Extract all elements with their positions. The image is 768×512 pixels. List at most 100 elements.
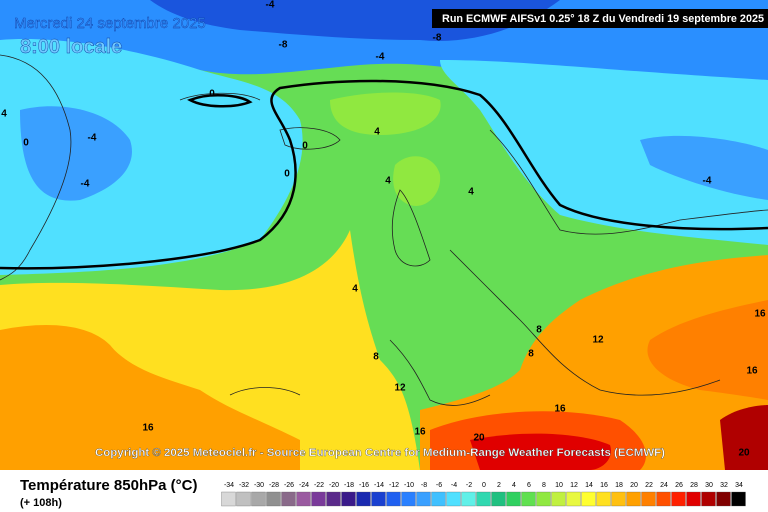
legend-label: 16 [600, 482, 608, 489]
legend-label: 32 [720, 482, 728, 489]
legend-swatch [596, 491, 611, 507]
legend-swatch [221, 491, 236, 507]
legend-label: 0 [482, 482, 486, 489]
legend-label: -18 [344, 482, 354, 489]
contour-label: -8 [279, 40, 288, 51]
forecast-date: Mercredi 24 septembre 2025 [14, 15, 206, 32]
legend-label: -32 [239, 482, 249, 489]
legend-label: 26 [675, 482, 683, 489]
contour-label: 0 [209, 89, 215, 100]
legend-swatch [341, 491, 356, 507]
legend-swatch [671, 491, 686, 507]
legend-swatch [716, 491, 731, 507]
contour-label: -4 [703, 176, 712, 187]
contour-label: 4 [385, 176, 391, 187]
footer-lead: (+ 108h) [20, 497, 62, 509]
legend-label: 34 [735, 482, 743, 489]
legend-swatch [356, 491, 371, 507]
legend-label: -16 [359, 482, 369, 489]
legend-label: 18 [615, 482, 623, 489]
legend-swatch [281, 491, 296, 507]
legend-label: 22 [645, 482, 653, 489]
contour-label: -4 [88, 133, 97, 144]
contour-label: 0 [302, 141, 308, 152]
legend-swatch [236, 491, 251, 507]
contour-label: -4 [81, 179, 90, 190]
legend-swatch [311, 491, 326, 507]
contour-label: 4 [374, 127, 380, 138]
legend-label: -4 [451, 482, 457, 489]
legend-swatch [626, 491, 641, 507]
contour-label: 0 [284, 169, 290, 180]
legend-swatch [566, 491, 581, 507]
legend-label: 30 [705, 482, 713, 489]
contour-label: 16 [554, 404, 566, 415]
contour-label: 0 [23, 138, 29, 149]
legend-label: -26 [284, 482, 294, 489]
legend-swatch [641, 491, 656, 507]
legend-label: 28 [690, 482, 698, 489]
legend-label: -20 [329, 482, 339, 489]
legend-label: 14 [585, 482, 593, 489]
contour-label: 4 [468, 187, 474, 198]
legend-swatch [476, 491, 491, 507]
legend-swatch [251, 491, 266, 507]
legend-label: -22 [314, 482, 324, 489]
run-box [432, 9, 768, 28]
coastlines [0, 54, 768, 406]
legend-label: -14 [374, 482, 384, 489]
contour-label: 16 [414, 427, 426, 438]
legend-swatch [611, 491, 626, 507]
legend-label: 12 [570, 482, 578, 489]
legend-swatch [266, 491, 281, 507]
contour-label: 12 [592, 335, 604, 346]
legend-swatch [446, 491, 461, 507]
legend-label: 8 [542, 482, 546, 489]
contour-label: -8 [433, 33, 442, 44]
legend-label: 24 [660, 482, 668, 489]
legend-label: 6 [527, 482, 531, 489]
contour-label: 8 [373, 352, 379, 363]
contour-label: 12 [394, 383, 406, 394]
legend-label: 4 [512, 482, 516, 489]
legend-swatch [416, 491, 431, 507]
contour-label: 4 [1, 109, 7, 120]
map-field [0, 0, 768, 470]
legend-swatch [461, 491, 476, 507]
legend-label: -24 [299, 482, 309, 489]
legend-label: -2 [466, 482, 472, 489]
legend-swatch [371, 491, 386, 507]
copyright: Copyright © 2025 Meteociel.fr - Source E… [95, 447, 665, 459]
legend-swatch [656, 491, 671, 507]
forecast-time: 8:00 locale [20, 36, 122, 58]
legend-swatch [521, 491, 536, 507]
legend-label: 2 [497, 482, 501, 489]
legend-swatch [686, 491, 701, 507]
legend-swatch [536, 491, 551, 507]
contour-label: 8 [528, 349, 534, 360]
legend-label: -30 [254, 482, 264, 489]
contour-label: 20 [738, 448, 750, 459]
legend-swatch [491, 491, 506, 507]
legend-label: -12 [389, 482, 399, 489]
color-legend: -34 -32 -30 -2 8 -26 -24 -22 -20 -18 -16 -14 -12 -10 -… [221, 482, 746, 507]
legend-label: -34 [224, 482, 234, 489]
legend-swatch [581, 491, 596, 507]
run-info: Run ECMWF AIFSv1 0.25° 18 Z du Vendredi … [442, 13, 764, 25]
footer-title: Température 850hPa (°C) [20, 477, 197, 494]
contour-label: 8 [536, 325, 542, 336]
legend-swatch [506, 491, 521, 507]
legend-label: -10 [404, 482, 414, 489]
legend-swatch [296, 491, 311, 507]
contour-label: -4 [376, 52, 385, 63]
legend-label: 10 [555, 482, 563, 489]
legend-swatch [551, 491, 566, 507]
contour-labels: -4 -8 -8 -4 0 0 -4 4 -4 0 0 4 4 4 -4 4 8 8 8 12 12 16 16 16 16 16… [1, 0, 766, 459]
legend-swatch [401, 491, 416, 507]
contour-label: 20 [473, 433, 485, 444]
zero-isotherm [0, 79, 768, 270]
legend-swatch [326, 491, 341, 507]
contour-label: 16 [754, 309, 766, 320]
contour-label: -4 [266, 0, 275, 11]
